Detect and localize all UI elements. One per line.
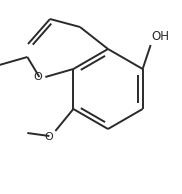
Text: OH: OH: [152, 30, 170, 43]
Text: O: O: [34, 72, 42, 82]
Text: O: O: [45, 132, 53, 142]
